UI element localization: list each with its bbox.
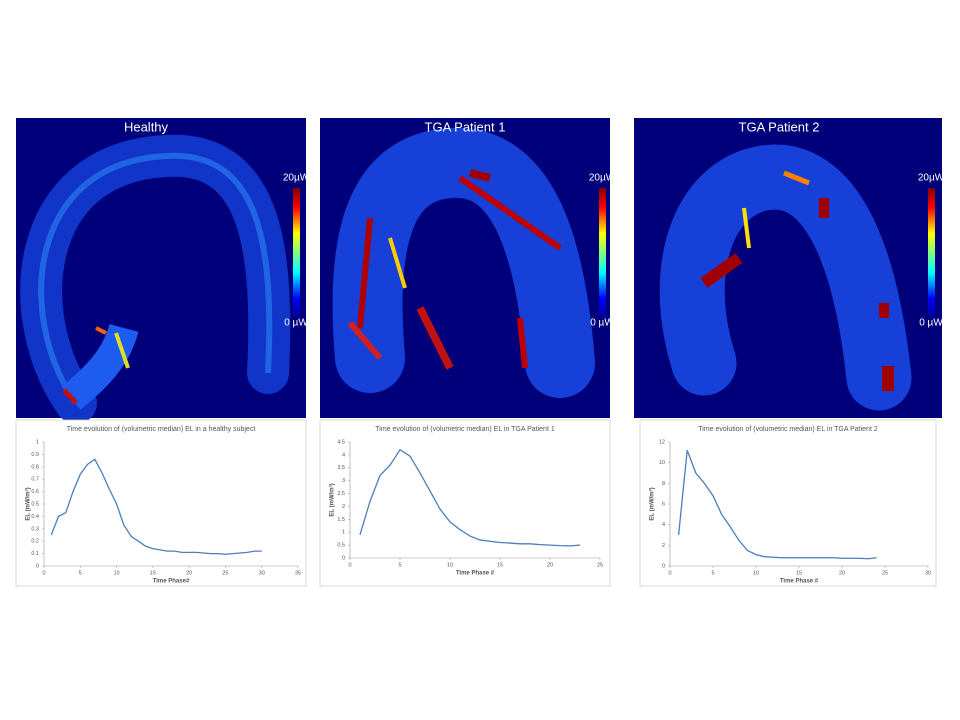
y-tick-label: 0.9: [31, 452, 39, 458]
x-tick-label: 30: [259, 570, 265, 576]
x-tick-label: 5: [398, 562, 401, 568]
x-tick-label: 20: [547, 562, 553, 568]
y-tick-label: 0: [36, 563, 39, 569]
y-tick-label: 8: [662, 481, 665, 487]
heatmap: TGA Patient 2 20µW 0 µW: [634, 118, 945, 418]
x-tick-label: 10: [447, 562, 453, 568]
x-tick-label: 0: [348, 562, 351, 568]
x-tick-label: 0: [42, 570, 45, 576]
y-tick-label: 0.2: [31, 539, 39, 545]
x-tick-label: 25: [222, 570, 228, 576]
line: [359, 448, 581, 547]
y-tick-label: 12: [659, 439, 665, 445]
y-tick-label: 6: [662, 501, 665, 507]
y-tick-label: 4: [662, 522, 665, 528]
y-tick-label: 3: [342, 478, 345, 484]
y-tick-label: 2.5: [337, 491, 345, 497]
x-tick-label: 10: [114, 570, 120, 576]
x-axis-label: Time Phase #: [780, 579, 819, 585]
y-tick-label: 0.6: [31, 489, 39, 495]
y-tick-label: 3.5: [337, 465, 345, 471]
y-axis-label: EL (mW/m³): [25, 487, 32, 520]
y-axis-label: EL (mW/m³): [329, 483, 336, 516]
colorbar-max: 20µW: [283, 173, 310, 184]
y-axis-label: EL (mW/m³): [649, 487, 656, 520]
x-tick-label: 5: [79, 570, 82, 576]
y-tick-label: 1: [36, 439, 39, 445]
x-tick-label: 15: [796, 570, 802, 576]
line-chart: Time evolution of (volumetric median) EL…: [639, 419, 937, 587]
line: [677, 450, 877, 560]
chart-title: Time evolution of (volumetric median) EL…: [67, 426, 256, 433]
panel-title: TGA Patient 2: [739, 119, 820, 134]
heatmap: TGA Patient 1 20µW 0 µW: [320, 118, 616, 418]
x-tick-label: 10: [753, 570, 759, 576]
chart-frame: [639, 419, 937, 587]
line-chart: Time evolution of (volumetric median) EL…: [319, 419, 611, 587]
colorbar-max: 20µW: [918, 173, 945, 184]
chart-frame: [15, 419, 307, 587]
x-tick-label: 35: [295, 570, 301, 576]
x-tick-label: 25: [597, 562, 603, 568]
y-tick-label: 0.4: [31, 514, 39, 520]
y-tick-label: 4.5: [337, 439, 345, 445]
x-axis-label: Time Phase#: [153, 579, 190, 585]
colorbar-min: 0 µW: [919, 318, 943, 329]
panel-title: Healthy: [124, 119, 169, 134]
y-tick-label: 0.7: [31, 477, 39, 483]
panel-title: TGA Patient 1: [425, 119, 506, 134]
colorbar-max: 20µW: [589, 173, 616, 184]
y-tick-label: 0.1: [31, 551, 39, 557]
chart-title: Time evolution of (volumetric median) EL…: [375, 426, 555, 433]
x-tick-label: 15: [150, 570, 156, 576]
heatmap: Healthy 20µW 0 µW: [16, 118, 310, 424]
colorbar-min: 0 µW: [284, 318, 308, 329]
y-tick-label: 0.5: [31, 501, 39, 507]
y-tick-label: 0: [342, 555, 345, 561]
line-chart: Time evolution of (volumetric median) EL…: [15, 419, 307, 587]
colorbar-min: 0 µW: [590, 318, 614, 329]
y-tick-label: 1: [342, 530, 345, 536]
y-tick-label: 0: [662, 563, 665, 569]
x-tick-label: 25: [882, 570, 888, 576]
x-tick-label: 0: [668, 570, 671, 576]
x-tick-label: 30: [925, 570, 931, 576]
y-tick-label: 10: [659, 460, 665, 466]
x-tick-label: 5: [711, 570, 714, 576]
y-tick-label: 0.5: [337, 543, 345, 549]
y-tick-label: 2: [342, 504, 345, 510]
line: [50, 458, 262, 555]
y-tick-label: 4: [342, 452, 345, 458]
y-tick-label: 0.3: [31, 526, 39, 532]
x-tick-label: 15: [497, 562, 503, 568]
y-tick-label: 0.8: [31, 464, 39, 470]
y-tick-label: 1.5: [337, 517, 345, 523]
chart-frame: [319, 419, 611, 587]
chart-title: Time evolution of (volumetric median) EL…: [698, 426, 878, 433]
x-tick-label: 20: [186, 570, 192, 576]
y-tick-label: 2: [662, 543, 665, 549]
x-axis-label: Time Phase #: [456, 571, 495, 577]
x-tick-label: 20: [839, 570, 845, 576]
